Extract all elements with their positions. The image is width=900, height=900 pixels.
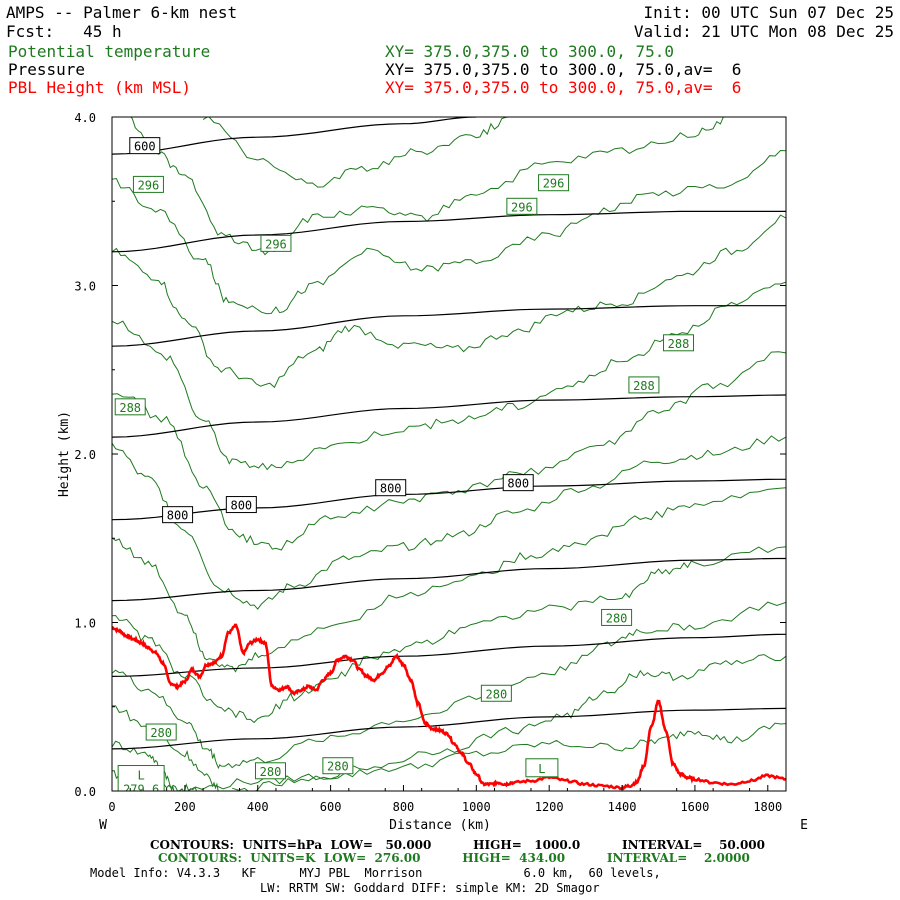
theta-contour-label: 280: [601, 608, 633, 626]
low-marker: L: [525, 758, 559, 778]
x-tick-label: 1800: [753, 800, 782, 814]
theta-contour-label-text: 280: [486, 687, 508, 701]
pressure-contour-800hPa: [112, 478, 786, 521]
x-tick-label: 800: [393, 800, 415, 814]
east-label: E: [800, 818, 808, 833]
pressure-contour-info: CONTOURS: UNITS=hPa LOW= 50.000 HIGH= 10…: [150, 838, 766, 852]
theta-contour-282K: [232, 654, 786, 791]
low-marker-letter: L: [138, 769, 145, 783]
theta-contour-label: 280: [145, 723, 177, 741]
theta-contour-280K: [112, 740, 175, 791]
theta-contour-label-text: 288: [633, 379, 655, 393]
pressure-contour-750hPa: [112, 394, 786, 438]
pressure-contour-650hPa: [112, 210, 786, 253]
theta-contour-284K: [112, 601, 786, 770]
theta-contour-label-text: 280: [260, 765, 282, 779]
pressure-contour-950hPa: [112, 707, 786, 750]
plot-frame: [111, 116, 787, 792]
theta-contour-label: 296: [260, 234, 292, 252]
theta-contour-label: 280: [480, 684, 512, 702]
field-pressure-label: Pressure: [8, 60, 86, 79]
x-tick-label: 400: [247, 800, 269, 814]
theta-contour-282K: [112, 705, 222, 791]
theta-contour-294K: [112, 149, 786, 315]
west-label: W: [99, 818, 107, 833]
theta-contour-290K: [112, 281, 786, 471]
x-tick-label: 0: [108, 800, 115, 814]
low-marker-value: 279.6: [123, 783, 159, 797]
theta-contour-296K: [130, 117, 732, 256]
y-tick-label: 2.0: [74, 448, 96, 462]
theta-contour-label-text: 296: [265, 237, 287, 251]
xsect-coords-pressure: XY= 375.0,375.0 to 300.0, 75.0,av= 6: [385, 60, 742, 79]
valid-time: Valid: 21 UTC Mon 08 Dec 25: [633, 22, 894, 41]
x-tick-label: 200: [174, 800, 196, 814]
theta-contour-292K: [112, 214, 786, 389]
theta-contour-info: CONTOURS: UNITS=K LOW= 276.00 HIGH= 434.…: [158, 851, 750, 865]
theta-contour-296K: [202, 117, 513, 188]
y-tick-label: 1.0: [74, 617, 96, 631]
pressure-contour-label: 800: [225, 496, 257, 514]
field-theta-label: Potential temperature: [8, 42, 211, 61]
theta-contour-label-text: 288: [668, 337, 690, 351]
theta-contour-label-text: 296: [543, 177, 565, 191]
theta-contour-label: 296: [506, 197, 538, 215]
model-info: Model Info: V4.3.3 KF MYJ PBL Morrison 6…: [90, 866, 661, 880]
x-tick-label: 1000: [462, 800, 491, 814]
pressure-contour-label-text: 800: [507, 477, 529, 491]
pressure-contour-700hPa: [112, 305, 786, 347]
theta-contour-286K: [112, 546, 786, 724]
low-marker-letter: L: [538, 762, 545, 776]
theta-contour-label: 288: [663, 334, 695, 352]
theta-contour-label-text: 280: [150, 726, 172, 740]
init-time: Init: 00 UTC Sun 07 Dec 25: [643, 3, 894, 22]
theta-contour-label: 280: [322, 757, 354, 775]
y-tick-label: 4.0: [74, 111, 96, 125]
pressure-contour-label: 600: [129, 137, 161, 155]
pressure-contour-label-text: 800: [230, 499, 252, 513]
y-axis-label: Height (km): [57, 411, 72, 497]
field-pbl-label: PBL Height (km MSL): [8, 78, 192, 97]
pressure-contour-label-text: 800: [167, 509, 189, 523]
pressure-contour-900hPa: [112, 633, 786, 677]
theta-contour-288K: [112, 435, 786, 610]
pressure-contour-label: 800: [375, 479, 407, 497]
pressure-contour-850hPa: [112, 557, 786, 602]
theta-contour-label: 288: [114, 398, 146, 416]
theta-contour-280K: [188, 722, 786, 791]
x-tick-label: 600: [320, 800, 342, 814]
theta-contour-288K: [112, 351, 786, 551]
y-tick-label: 3.0: [74, 280, 96, 294]
theta-contour-label-text: 288: [119, 401, 141, 415]
theta-contour-label-text: 296: [511, 200, 533, 214]
forecast-hour: Fcst: 45 h: [6, 22, 122, 41]
theta-contour-label: 296: [538, 174, 570, 192]
theta-contour-label-text: 280: [327, 760, 349, 774]
theta-contour-label-text: 296: [138, 178, 160, 192]
theta-contour-label-text: 280: [606, 611, 628, 625]
x-tick-label: 1600: [680, 800, 709, 814]
pressure-contour-label-text: 600: [134, 140, 156, 154]
x-tick-label: 1400: [608, 800, 637, 814]
x-tick-label: 1200: [535, 800, 564, 814]
chart-title: AMPS -- Palmer 6-km nest: [6, 3, 238, 22]
physics-info: LW: RRTM SW: Goddard DIFF: simple KM: 2D…: [260, 881, 600, 895]
y-tick-label: 0.0: [74, 785, 96, 799]
pressure-contour-label-text: 800: [380, 482, 402, 496]
theta-contour-label: 280: [254, 762, 286, 780]
pressure-contour-600hPa: [112, 117, 477, 155]
xsect-coords-pbl: XY= 375.0,375.0 to 300.0, 75.0,av= 6: [385, 78, 742, 97]
theta-contour-label: 288: [628, 376, 660, 394]
theta-contour-label: 296: [132, 175, 164, 193]
pbl-height-line: [112, 623, 786, 791]
pressure-contour-label: 800: [162, 506, 194, 524]
x-axis-label: Distance (km): [389, 818, 491, 833]
pressure-contour-label: 800: [502, 474, 534, 492]
xsect-coords-theta: XY= 375.0,375.0 to 300.0, 75.0: [385, 42, 674, 61]
theta-contour-288K: [112, 487, 786, 673]
